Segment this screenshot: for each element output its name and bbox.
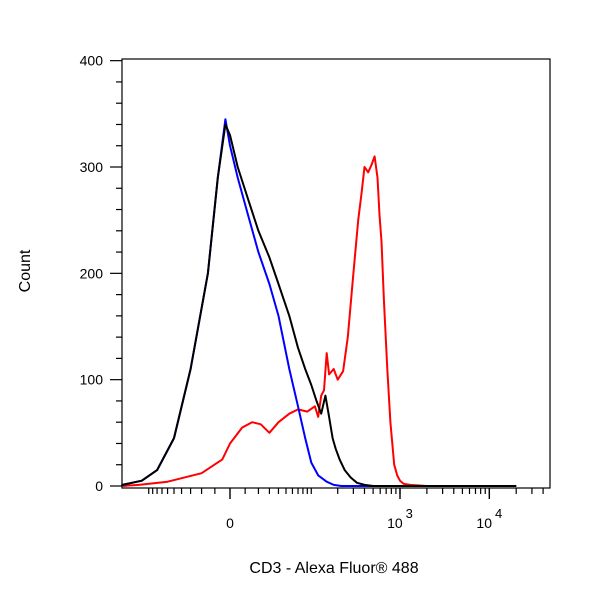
- y-tick-label: 200: [80, 265, 104, 281]
- x-tick-label: 0: [226, 515, 234, 531]
- plot-frame: [121, 58, 551, 489]
- y-tick-label: 300: [80, 159, 104, 175]
- y-axis-title: Count: [17, 249, 34, 292]
- series-layer: [121, 118, 517, 487]
- x-axis-title: CD3 - Alexa Fluor® 488: [249, 560, 418, 577]
- x-axis: 0 103 104: [148, 488, 544, 531]
- x-tick-exponent: 3: [406, 506, 413, 521]
- series-line-1: [121, 118, 517, 487]
- y-tick-label: 0: [95, 478, 103, 494]
- y-tick-label: 100: [80, 372, 104, 388]
- y-tick-label: 400: [80, 53, 104, 69]
- x-tick-label: 103: [387, 506, 413, 531]
- x-tick-exponent: 4: [495, 506, 502, 521]
- series-line-2: [121, 123, 517, 487]
- series-line-0: [121, 155, 517, 487]
- y-axis: 0 100 200 300 400: [80, 53, 122, 494]
- x-tick-label: 104: [476, 506, 502, 531]
